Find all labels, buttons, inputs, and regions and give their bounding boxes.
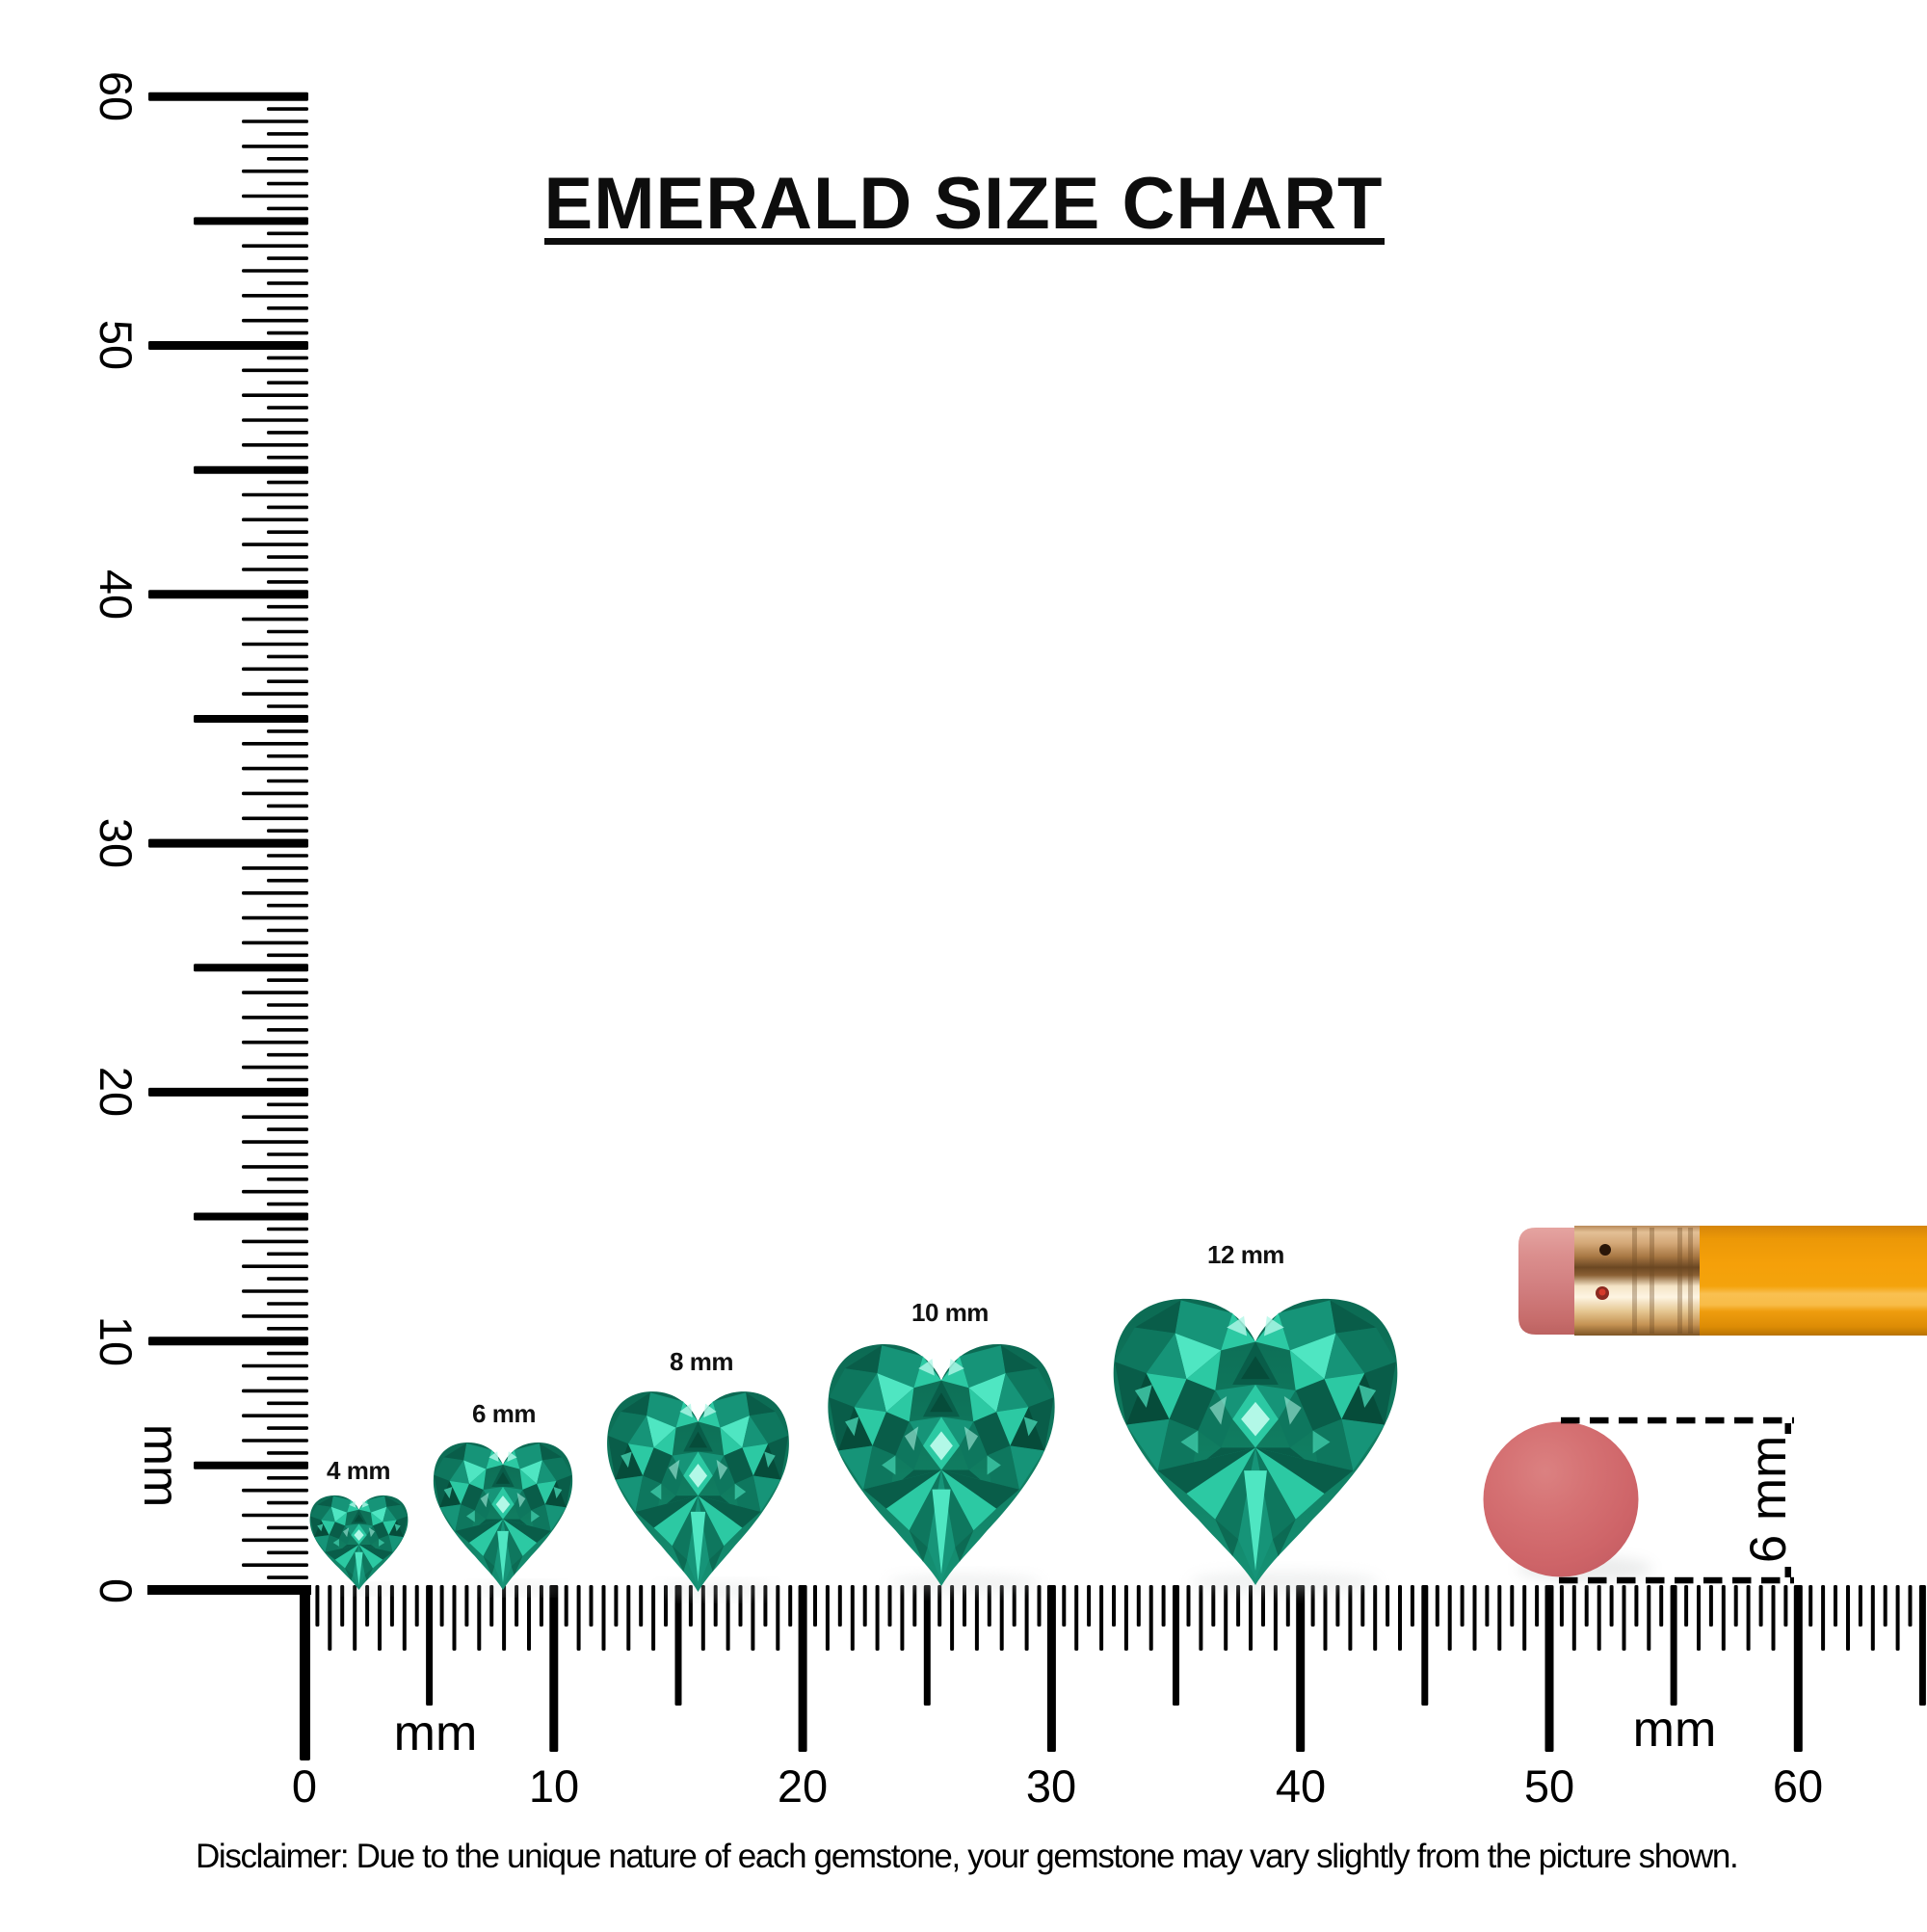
svg-text:60: 60 [91,71,142,121]
svg-text:60: 60 [1773,1760,1823,1812]
svg-text:mm: mm [133,1424,189,1508]
svg-text:4 mm: 4 mm [327,1456,390,1485]
svg-text:Disclaimer: Due to the unique: Disclaimer: Due to the unique nature of … [196,1838,1737,1875]
svg-text:6 mm: 6 mm [472,1399,536,1428]
svg-text:0: 0 [91,1578,142,1603]
svg-text:12 mm: 12 mm [1207,1240,1284,1269]
svg-text:mm: mm [1633,1702,1717,1758]
svg-text:30: 30 [1026,1760,1076,1812]
svg-text:8 mm: 8 mm [670,1347,733,1376]
svg-text:10 mm: 10 mm [911,1298,989,1327]
svg-text:30: 30 [91,818,142,868]
svg-text:50: 50 [1524,1760,1574,1812]
svg-text:40: 40 [1276,1760,1326,1812]
svg-text:40: 40 [91,569,142,620]
svg-text:50: 50 [91,320,142,370]
svg-text:20: 20 [91,1067,142,1117]
svg-text:mm: mm [394,1706,478,1761]
svg-text:0: 0 [292,1760,317,1812]
svg-text:20: 20 [778,1760,828,1812]
svg-text:6 mm: 6 mm [1740,1436,1797,1564]
svg-text:10: 10 [91,1316,142,1366]
svg-text:EMERALD SIZE CHART: EMERALD SIZE CHART [544,163,1384,245]
svg-text:10: 10 [529,1760,579,1812]
